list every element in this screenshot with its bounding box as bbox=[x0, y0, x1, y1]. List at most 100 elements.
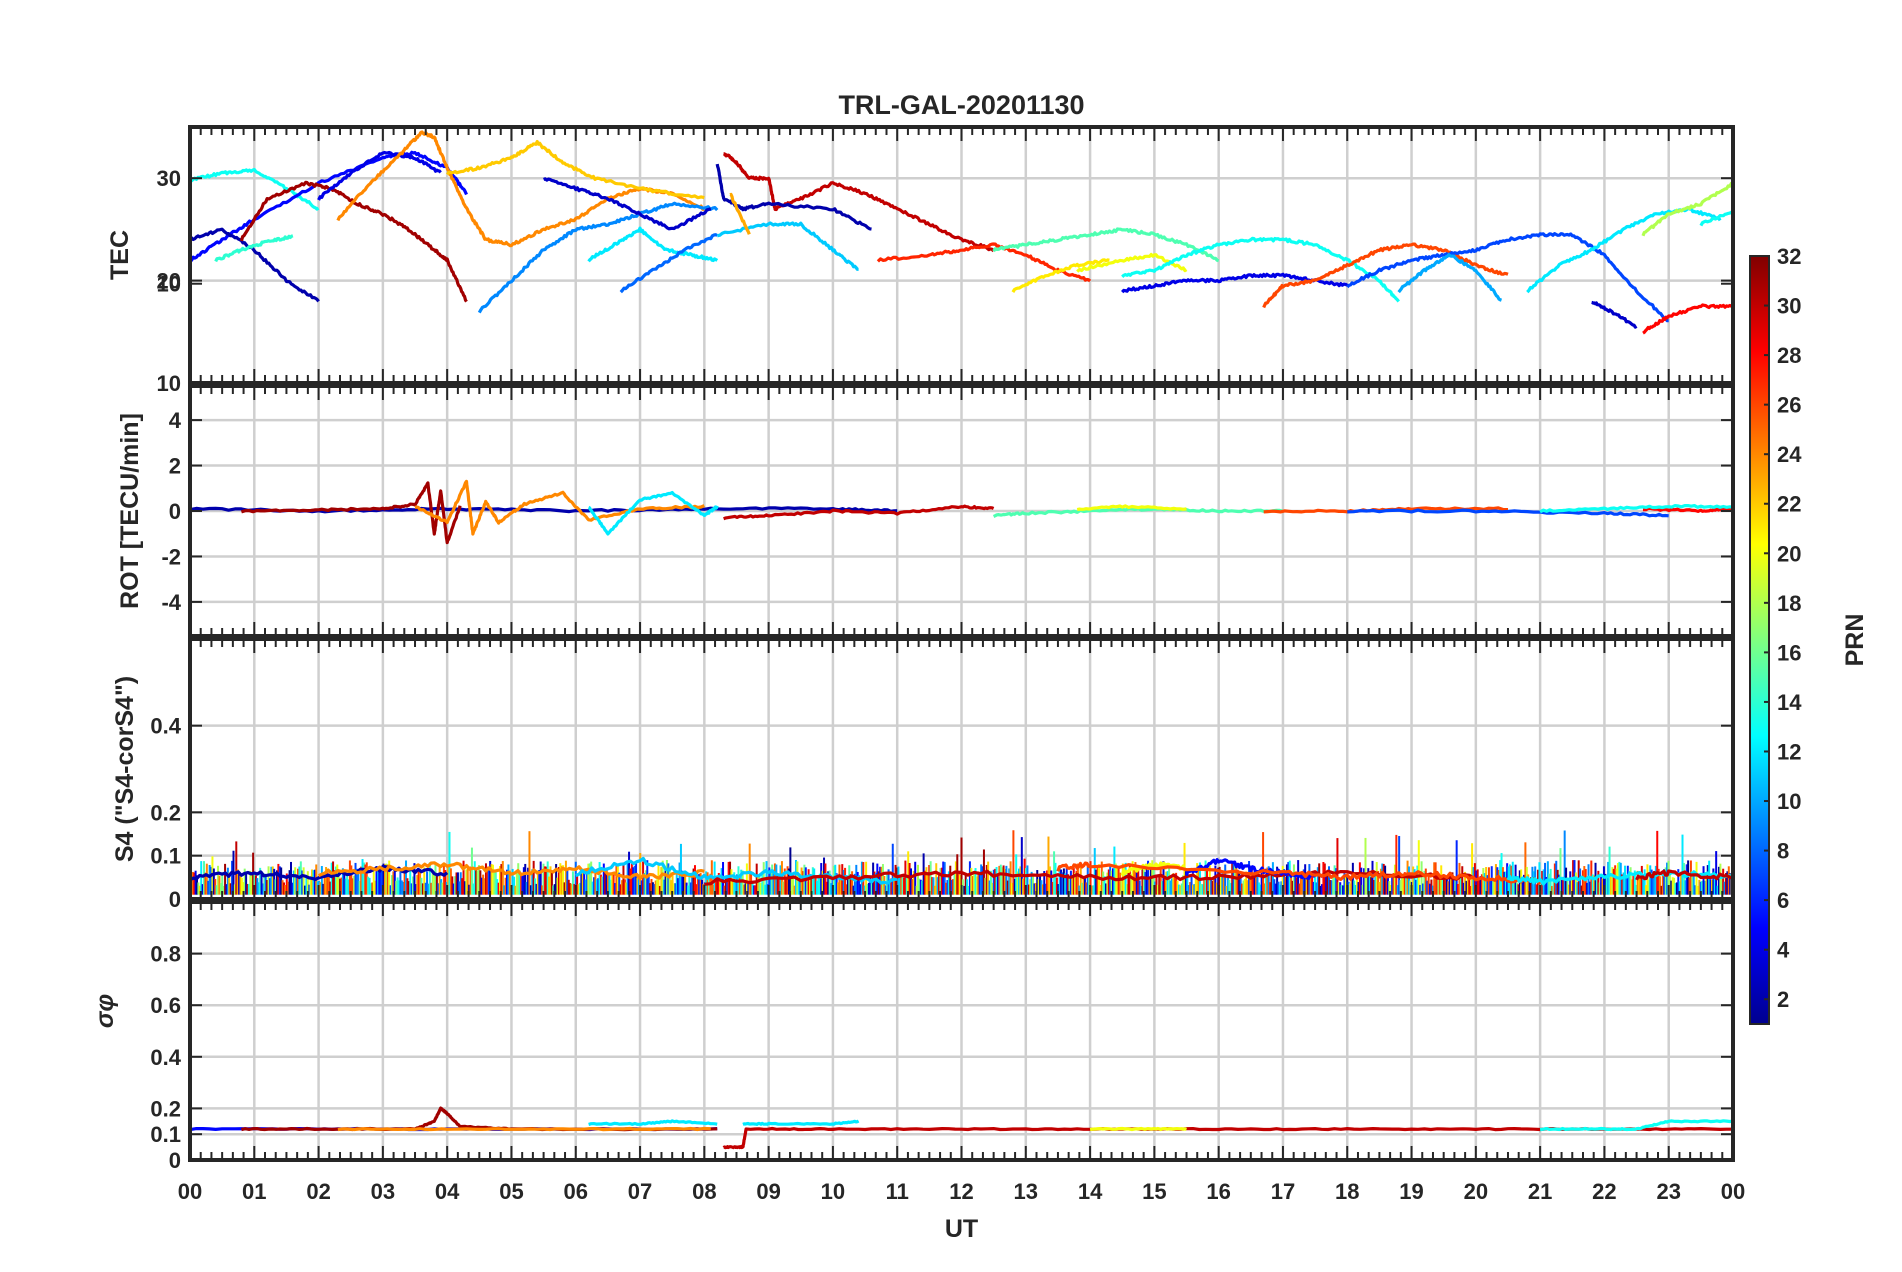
series-line-prn-30 bbox=[722, 1126, 1733, 1150]
series-line-prn-26 bbox=[1056, 861, 1542, 886]
series-line-prn-26 bbox=[1262, 242, 1509, 309]
y-tick-label: 0.4 bbox=[150, 714, 181, 739]
colorbar-tick-label: 22 bbox=[1777, 492, 1801, 517]
series-line-prn-24 bbox=[414, 479, 705, 536]
series-line-prn-13 bbox=[1539, 1119, 1733, 1132]
colorbar-tick-label: 32 bbox=[1777, 244, 1801, 269]
series-line-prn-21 bbox=[1011, 258, 1110, 293]
series-line-prn-20 bbox=[1120, 861, 1187, 877]
y-tick-label: 0.6 bbox=[150, 993, 181, 1018]
colorbar-tick-label: 2 bbox=[1777, 987, 1789, 1012]
colorbar-tick-label: 30 bbox=[1777, 294, 1801, 319]
series-line-prn-13 bbox=[1699, 209, 1733, 227]
series-group bbox=[190, 479, 1733, 545]
colorbar-frame bbox=[1749, 255, 1770, 1025]
series-line-prn-24 bbox=[336, 130, 705, 248]
x-tick-label: 08 bbox=[692, 1179, 716, 1204]
y-tick-label: 10 bbox=[157, 371, 181, 396]
y-axis-label: TEC bbox=[106, 230, 134, 280]
series-line-prn-31 bbox=[240, 481, 462, 545]
series-line-prn-24 bbox=[337, 1126, 711, 1132]
series-line-prn-12 bbox=[742, 1119, 860, 1126]
y-tick-label: 0.4 bbox=[150, 1045, 181, 1070]
series-line-prn-20 bbox=[1076, 504, 1187, 512]
series-line-prn-28 bbox=[1642, 303, 1733, 335]
series-line-prn-12 bbox=[588, 490, 719, 536]
series-line-prn-9 bbox=[477, 201, 719, 314]
series-line-prn-7 bbox=[1346, 232, 1669, 323]
panel-4: 00.10.2 0.4 0.6 0.8 σφ bbox=[91, 900, 1735, 1173]
x-tick-label: 22 bbox=[1592, 1179, 1616, 1204]
y-tick-label: -4 bbox=[161, 590, 181, 615]
x-tick-label: 09 bbox=[756, 1179, 780, 1204]
colorbar-tick-label: 6 bbox=[1777, 888, 1789, 913]
series-line-prn-2 bbox=[190, 227, 320, 303]
series-line-prn-28 bbox=[1642, 506, 1733, 513]
series-line-prn-30 bbox=[704, 869, 1477, 886]
x-axis-label: UT bbox=[945, 1215, 978, 1243]
series-line-prn-30 bbox=[723, 504, 995, 521]
x-tick-label: 07 bbox=[628, 1179, 652, 1204]
series-line-prn-11 bbox=[716, 221, 859, 271]
series-line-prn-7 bbox=[1347, 508, 1669, 518]
series-line-prn-15 bbox=[992, 227, 1220, 263]
series-line-prn-27 bbox=[876, 242, 1092, 283]
y-tick-label: 0 bbox=[169, 1148, 181, 1173]
series-line-prn-30 bbox=[722, 152, 995, 253]
series-line-prn-31 bbox=[239, 180, 468, 303]
colorbar-tick-label: 20 bbox=[1777, 541, 1801, 566]
series-line-prn-20 bbox=[1089, 1126, 1187, 1132]
series-line-prn-14 bbox=[214, 234, 294, 263]
series-line-prn-2 bbox=[715, 163, 872, 231]
series-line-prn-30 bbox=[1635, 869, 1733, 881]
colorbar-tick-label: 12 bbox=[1777, 739, 1801, 764]
series-line-prn-3 bbox=[543, 177, 712, 231]
series-line-prn-18 bbox=[1641, 181, 1733, 237]
x-tick-label: 18 bbox=[1335, 1179, 1359, 1204]
colorbar-tick-label: 24 bbox=[1777, 442, 1802, 467]
y-axis-label: S4 ("S4-corS4") bbox=[111, 676, 139, 862]
x-tick-label: 11 bbox=[886, 1179, 909, 1204]
y-tick-label: 0.1 bbox=[150, 1122, 181, 1147]
x-tick-label: 19 bbox=[1399, 1179, 1423, 1204]
x-tick-label: 23 bbox=[1656, 1179, 1680, 1204]
panel-3: 0 0.1 0.2 0.4 S4 ("S4-corS4") bbox=[111, 637, 1735, 912]
x-tick-label: 00 bbox=[178, 1179, 202, 1204]
series-line-prn-12 bbox=[587, 226, 719, 263]
colorbar-tick-label: 18 bbox=[1777, 591, 1801, 616]
series-line-prn-8 bbox=[619, 233, 718, 294]
x-tick-labels: 00 01 02 03 04 05 06 07 08 09 10 11 12 13 14 15 16 17 18 19… bbox=[178, 1179, 1745, 1204]
y-tick-label: 30 bbox=[157, 166, 181, 191]
x-tick-label: 06 bbox=[564, 1179, 588, 1204]
y-tick-label: 2 bbox=[169, 454, 181, 479]
colorbar-tick-label: 8 bbox=[1777, 839, 1789, 864]
series-line-prn-2 bbox=[190, 864, 449, 882]
y-tick-label: 20 bbox=[157, 269, 181, 294]
series-line-prn-13 bbox=[1121, 236, 1400, 303]
series-group bbox=[190, 130, 1733, 335]
x-tick-label: 04 bbox=[435, 1179, 460, 1204]
x-tick-label: 20 bbox=[1464, 1179, 1488, 1204]
series-line-prn-3 bbox=[1590, 300, 1638, 329]
y-tick-label: -2 bbox=[161, 544, 181, 569]
colorbar-label: PRN bbox=[1841, 614, 1869, 667]
series-line-prn-5 bbox=[190, 150, 468, 263]
x-tick-label: 01 bbox=[242, 1179, 266, 1204]
colorbar-tick-label: 4 bbox=[1777, 938, 1790, 963]
x-tick-label: 17 bbox=[1271, 1179, 1295, 1204]
y-tick-label: 0.8 bbox=[150, 942, 181, 967]
series-line-prn-15 bbox=[992, 507, 1284, 518]
y-tick-label: 10 bbox=[157, 272, 181, 297]
panel-2: -4 -2 0 2 4 10 ROT [TECU/min] bbox=[116, 272, 1735, 638]
x-tick-label: 14 bbox=[1078, 1179, 1103, 1204]
series-line-prn-12 bbox=[588, 1119, 718, 1126]
series-group bbox=[190, 1106, 1733, 1150]
y-tick-label: 0 bbox=[169, 887, 181, 912]
series-line-prn-10 bbox=[1397, 253, 1503, 302]
series-line-prn-23 bbox=[729, 192, 751, 235]
y-tick-label: 0.2 bbox=[150, 800, 181, 825]
series-line-prn-22 bbox=[446, 140, 705, 200]
colorbar-gradient bbox=[1750, 256, 1769, 1024]
colorbar-tick-label: 28 bbox=[1777, 343, 1801, 368]
